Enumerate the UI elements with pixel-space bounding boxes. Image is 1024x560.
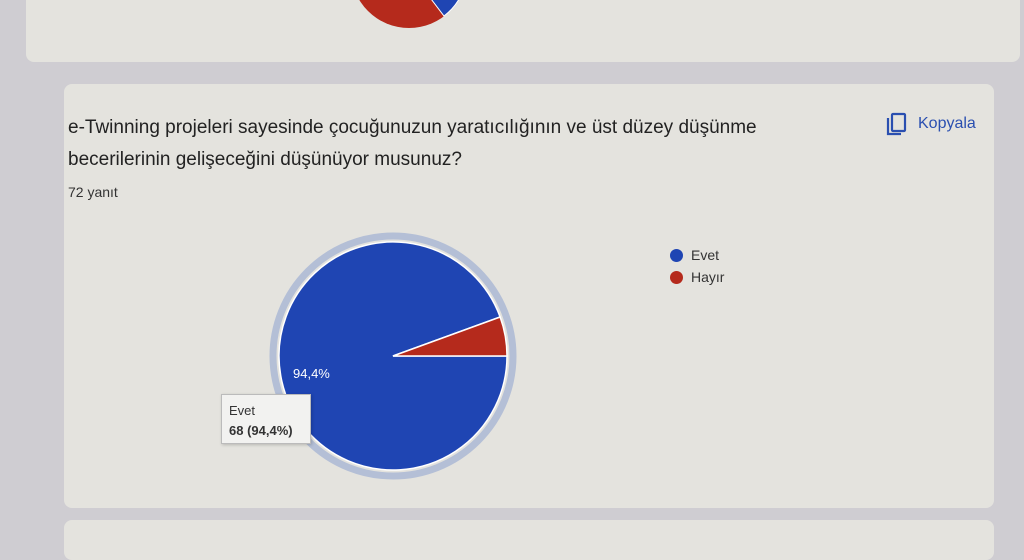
tooltip-label: Evet (229, 403, 256, 418)
next-question-card (64, 520, 994, 560)
chart-tooltip: Evet 68 (94,4%) (221, 394, 311, 444)
pie-slice-hayır[interactable] (392, 316, 508, 357)
previous-pie-slice-red (359, 0, 459, 28)
copy-icon (886, 112, 907, 136)
legend-dot (670, 248, 683, 262)
question-title: e-Twinning projeleri sayesinde çocuğunuz… (68, 117, 757, 170)
question-card: e-Twinning projeleri sayesinde çocuğunuz… (64, 84, 994, 508)
chart-legend: Evet Hayır (670, 244, 724, 288)
previous-pie-slice-blue (431, 0, 460, 17)
copy-label: Kopyala (918, 115, 976, 132)
slice-percent-label: 94,4% (293, 366, 330, 381)
tooltip-value: 68 (94,4%) (229, 423, 293, 438)
previous-pie-chart (359, 0, 460, 28)
legend-item-evet[interactable]: Evet (670, 244, 724, 266)
legend-label: Hayır (691, 269, 725, 285)
response-count: 72 yanıt (68, 184, 118, 200)
copy-button[interactable]: Kopyala (886, 112, 976, 136)
highlight-ring (269, 232, 517, 480)
pie-chart[interactable]: 94,4% (64, 84, 994, 508)
legend-item-hayir[interactable]: Hayır (670, 266, 724, 288)
legend-dot (670, 270, 683, 284)
previous-question-card (26, 0, 1020, 62)
legend-label: Evet (691, 247, 720, 263)
